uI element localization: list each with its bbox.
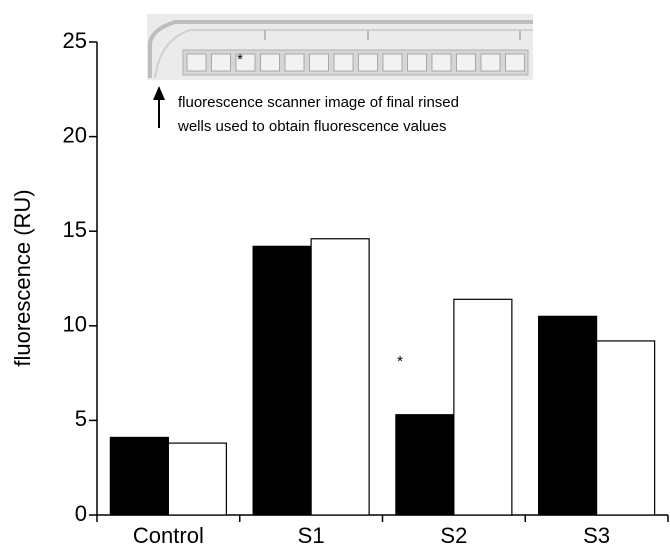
wells	[186, 53, 525, 72]
y-tick-label: 5	[75, 406, 87, 431]
arrow	[153, 86, 165, 128]
bar	[596, 340, 656, 516]
bar	[453, 298, 513, 516]
x-tick-label: Control	[133, 523, 204, 548]
well	[407, 53, 427, 72]
bar	[109, 436, 169, 516]
bar	[167, 442, 227, 516]
well	[358, 53, 378, 72]
well	[505, 53, 525, 72]
well	[309, 53, 329, 72]
x-tick-label: S3	[583, 523, 610, 548]
bar	[252, 245, 312, 516]
annotation: wells used to obtain fluorescence values	[177, 118, 447, 135]
well	[211, 53, 231, 72]
x-tick-label: S1	[298, 523, 325, 548]
annotation: *	[237, 51, 243, 68]
y-tick-label: 25	[63, 28, 87, 53]
y-tick-label: 0	[75, 501, 87, 526]
x-tick-label: S2	[440, 523, 467, 548]
well	[480, 53, 501, 72]
y-tick-label: 10	[63, 312, 87, 337]
well	[456, 53, 476, 72]
well	[284, 53, 305, 72]
annotation: fluorescence scanner image of final rins…	[178, 94, 459, 111]
bar	[538, 315, 598, 516]
bar	[310, 238, 370, 516]
y-axis-label: fluorescence (RU)	[10, 189, 35, 366]
well	[235, 53, 256, 72]
well	[382, 53, 403, 72]
annotation: *	[397, 353, 403, 370]
well	[431, 53, 452, 72]
well	[260, 53, 280, 72]
well	[333, 53, 354, 72]
y-tick-label: 15	[63, 217, 87, 242]
bar	[395, 414, 455, 516]
y-tick-label: 20	[63, 122, 87, 147]
well	[186, 53, 207, 72]
